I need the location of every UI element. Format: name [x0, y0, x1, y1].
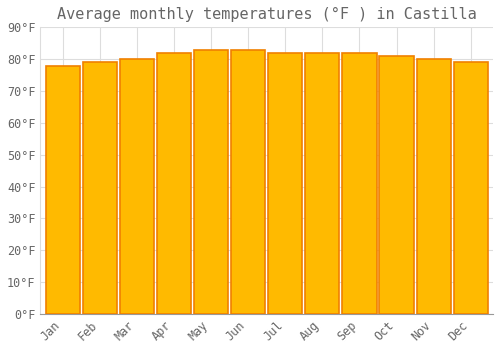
Bar — [342, 53, 376, 314]
Bar — [194, 50, 228, 314]
Title: Average monthly temperatures (°F ) in Castilla: Average monthly temperatures (°F ) in Ca… — [57, 7, 476, 22]
Bar — [120, 59, 154, 314]
Bar — [454, 62, 488, 314]
Bar — [416, 59, 450, 314]
Bar — [380, 56, 414, 314]
Bar — [306, 53, 340, 314]
Bar — [268, 53, 302, 314]
Bar — [231, 50, 265, 314]
Bar — [46, 65, 80, 314]
Bar — [157, 53, 191, 314]
Bar — [82, 62, 117, 314]
